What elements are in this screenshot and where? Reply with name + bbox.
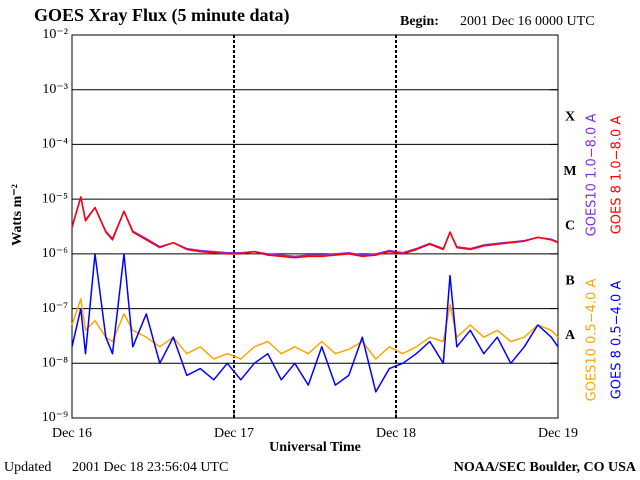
begin-time: 2001 Dec 16 0000 UTC xyxy=(460,14,595,29)
y-tick-label: 10⁻⁴ xyxy=(42,137,68,152)
y-tick-label: 10⁻⁹ xyxy=(42,410,68,425)
y-axis-title: Watts m⁻² xyxy=(10,184,25,246)
y-tick-label: 10⁻⁷ xyxy=(42,301,68,316)
flare-class-label: M xyxy=(563,164,576,179)
legend-label: GOES 8 0.5−4.0 A xyxy=(610,281,625,400)
series-line xyxy=(71,253,559,393)
flare-class-label: X xyxy=(565,109,575,124)
legend-label: GOES 8 1.0−8.0 A xyxy=(610,116,625,235)
x-tick-label: Dec 16 xyxy=(52,426,92,441)
credit: NOAA/SEC Boulder, CO USA xyxy=(454,460,637,475)
series-line xyxy=(71,298,559,360)
y-tick-label: 10⁻³ xyxy=(42,82,68,97)
y-tick-label: 10⁻⁶ xyxy=(42,246,68,261)
begin-label: Begin: xyxy=(400,14,439,29)
updated-time: 2001 Dec 18 23:56:04 UTC xyxy=(72,460,228,475)
series-line xyxy=(71,196,559,259)
flare-class-label: C xyxy=(565,219,575,234)
legend-label: GOES10 1.0−8.0 A xyxy=(585,114,600,237)
y-tick-label: 10⁻⁵ xyxy=(42,191,68,206)
x-axis-title: Universal Time xyxy=(269,440,361,455)
flare-class-label: A xyxy=(565,328,576,343)
flare-class-label: B xyxy=(565,273,574,288)
legend-label: GOES10 0.5−4.0 A xyxy=(585,279,600,402)
updated-label: Updated xyxy=(4,460,51,475)
chart-title: GOES Xray Flux (5 minute data) xyxy=(34,5,290,26)
x-tick-label: Dec 19 xyxy=(538,426,578,441)
y-tick-label: 10⁻⁸ xyxy=(42,356,68,371)
x-tick-label: Dec 18 xyxy=(376,426,416,441)
y-tick-label: 10⁻² xyxy=(42,27,68,42)
x-tick-label: Dec 17 xyxy=(214,426,254,441)
